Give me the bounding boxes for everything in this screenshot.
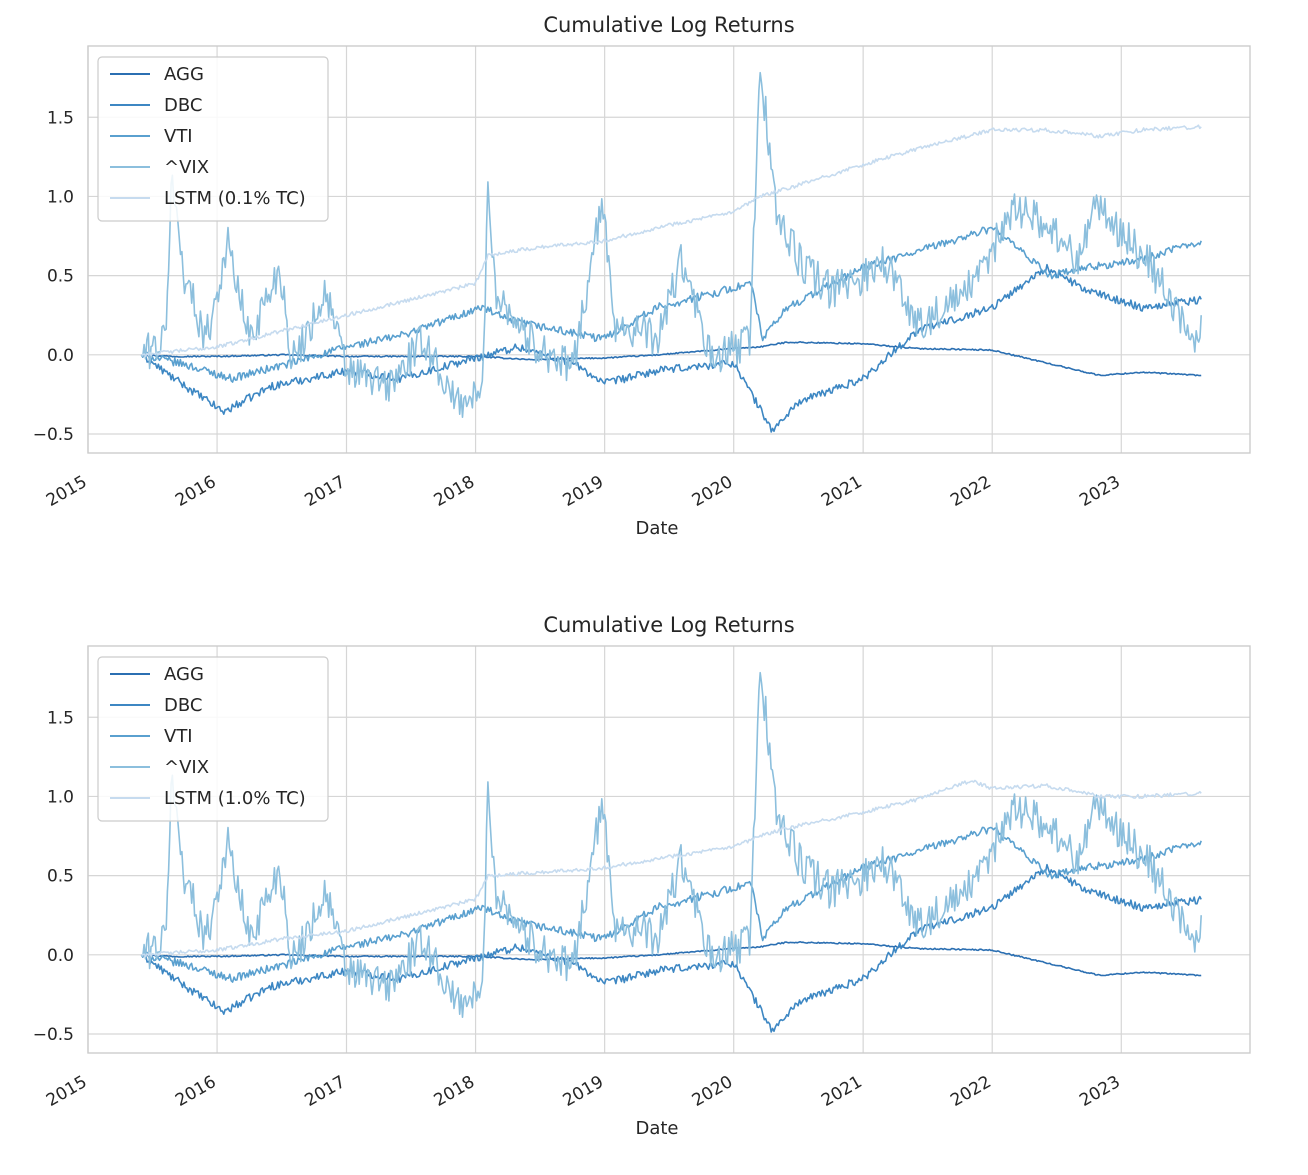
legend-label: LSTM (1.0% TC) bbox=[164, 788, 306, 809]
x-axis-label: Date bbox=[635, 518, 678, 539]
plot-frame bbox=[87, 645, 1251, 1054]
x-tick-label: 2019 bbox=[560, 472, 607, 511]
x-tick-label: 2017 bbox=[302, 472, 349, 511]
y-tick-label: 0.0 bbox=[47, 346, 74, 366]
x-tick-label: 2021 bbox=[818, 1072, 865, 1111]
x-tick-label: 2022 bbox=[947, 472, 994, 511]
x-tick-label: 2023 bbox=[1076, 472, 1123, 511]
x-tick-label: 2015 bbox=[43, 472, 90, 511]
series-line-lstm-0-1-tc- bbox=[141, 124, 1202, 358]
legend: AGG DBC VTI ^VIX LSTM (0.1% TC) bbox=[97, 56, 329, 222]
legend-label: AGG bbox=[164, 664, 204, 685]
x-tick-label: 2018 bbox=[431, 1072, 478, 1111]
y-tick-label: 0.0 bbox=[47, 946, 74, 966]
x-tick-label: 2017 bbox=[302, 1072, 349, 1111]
series-line-agg bbox=[141, 340, 1202, 377]
series-line-vti bbox=[140, 226, 1202, 383]
legend-label: AGG bbox=[164, 64, 204, 85]
x-tick-label: 2023 bbox=[1076, 1072, 1123, 1111]
x-tick-label: 2020 bbox=[689, 1072, 736, 1111]
legend-label: ^VIX bbox=[164, 757, 209, 778]
chart-bottom: Cumulative Log Returns −0.5 0.0 0.5 1.0 1.5 20… bbox=[33, 613, 1251, 1139]
chart-top: Cumulative Log Returns −0.5 0.0 0.5 1.0 1.5 20… bbox=[33, 13, 1251, 539]
y-tick-label: 1.0 bbox=[47, 787, 74, 807]
chart-panel-bottom: Cumulative Log Returns −0.5 0.0 0.5 1.0 1.5 20… bbox=[0, 600, 1308, 1175]
chart-panel-top: Cumulative Log Returns −0.5 0.0 0.5 1.0 1.5 20… bbox=[0, 0, 1308, 575]
y-tick-label: 0.5 bbox=[47, 267, 74, 287]
series-line-dbc bbox=[140, 263, 1202, 433]
x-tick-label: 2021 bbox=[818, 472, 865, 511]
x-tick-label: 2019 bbox=[560, 1072, 607, 1111]
series-line-lstm-1-0-tc- bbox=[141, 779, 1202, 958]
series-line-agg bbox=[141, 940, 1202, 977]
series-line--vix bbox=[140, 71, 1202, 419]
x-tick-label: 2016 bbox=[172, 472, 219, 511]
chart-title: Cumulative Log Returns bbox=[543, 13, 794, 37]
x-tick-label: 2022 bbox=[947, 1072, 994, 1111]
y-tick-label: 1.5 bbox=[47, 108, 74, 128]
series-line-dbc bbox=[140, 863, 1202, 1033]
series-line-vti bbox=[140, 826, 1202, 983]
x-tick-label: 2015 bbox=[43, 1072, 90, 1111]
y-tick-label: 1.5 bbox=[47, 708, 74, 728]
legend-label: DBC bbox=[164, 695, 202, 716]
legend-label: DBC bbox=[164, 95, 202, 116]
legend: AGG DBC VTI ^VIX LSTM (1.0% TC) bbox=[97, 656, 329, 822]
legend-label: VTI bbox=[164, 726, 193, 747]
legend-box bbox=[97, 56, 329, 222]
y-tick-label: 0.5 bbox=[47, 867, 74, 887]
y-tick-label: −0.5 bbox=[33, 425, 74, 445]
legend-box bbox=[97, 656, 329, 822]
series-group bbox=[140, 71, 1202, 433]
x-tick-label: 2016 bbox=[172, 1072, 219, 1111]
y-tick-label: 1.0 bbox=[47, 187, 74, 207]
x-axis-label: Date bbox=[635, 1118, 678, 1139]
legend-label: VTI bbox=[164, 126, 193, 147]
legend-label: ^VIX bbox=[164, 157, 209, 178]
series-line--vix bbox=[140, 671, 1202, 1019]
x-tick-label: 2020 bbox=[689, 472, 736, 511]
plot-frame bbox=[87, 45, 1251, 454]
y-tick-label: −0.5 bbox=[33, 1025, 74, 1045]
series-group bbox=[140, 671, 1202, 1033]
x-tick-label: 2018 bbox=[431, 472, 478, 511]
chart-title: Cumulative Log Returns bbox=[543, 613, 794, 637]
legend-label: LSTM (0.1% TC) bbox=[164, 188, 306, 209]
